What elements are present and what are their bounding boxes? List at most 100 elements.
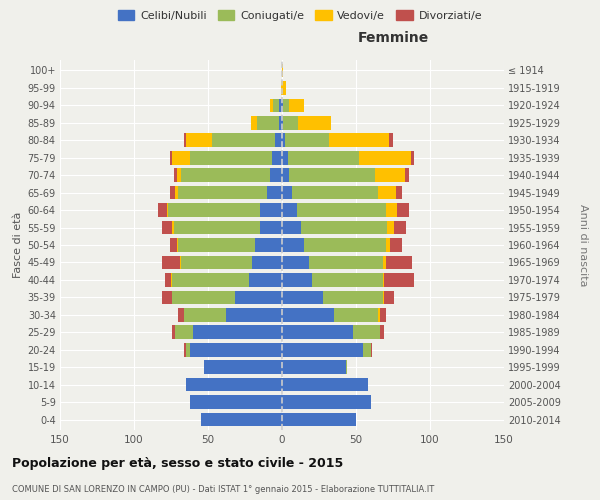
Bar bbox=[162, 220, 172, 234]
Bar bbox=[301, 220, 387, 234]
Bar bbox=[177, 238, 178, 252]
Bar bbox=[184, 343, 186, 356]
Bar bbox=[405, 168, 409, 182]
Legend: Celibi/Nubili, Coniugati/e, Vedovi/e, Divorziati/e: Celibi/Nubili, Coniugati/e, Vedovi/e, Di… bbox=[113, 6, 487, 25]
Bar bbox=[184, 134, 186, 147]
Bar bbox=[282, 273, 311, 286]
Bar bbox=[158, 204, 167, 217]
Bar bbox=[203, 360, 282, 374]
Bar bbox=[172, 290, 235, 304]
Bar bbox=[394, 220, 406, 234]
Bar bbox=[282, 151, 288, 164]
Bar bbox=[384, 273, 414, 286]
Bar bbox=[397, 204, 409, 217]
Bar bbox=[282, 186, 292, 200]
Bar bbox=[386, 204, 397, 217]
Bar bbox=[190, 396, 282, 409]
Bar bbox=[172, 326, 175, 339]
Bar bbox=[396, 186, 402, 200]
Bar bbox=[364, 343, 371, 356]
Bar bbox=[190, 343, 282, 356]
Bar bbox=[251, 116, 257, 130]
Bar bbox=[282, 116, 283, 130]
Bar bbox=[226, 308, 282, 322]
Bar bbox=[375, 168, 405, 182]
Bar bbox=[353, 326, 380, 339]
Bar bbox=[283, 116, 298, 130]
Bar bbox=[172, 220, 174, 234]
Bar bbox=[346, 360, 347, 374]
Bar bbox=[389, 134, 393, 147]
Bar bbox=[279, 98, 282, 112]
Bar bbox=[282, 220, 301, 234]
Bar bbox=[383, 256, 386, 270]
Bar bbox=[260, 220, 282, 234]
Bar bbox=[282, 378, 368, 392]
Bar bbox=[235, 290, 282, 304]
Y-axis label: Anni di nascita: Anni di nascita bbox=[578, 204, 588, 286]
Bar bbox=[289, 168, 375, 182]
Bar bbox=[386, 238, 390, 252]
Bar bbox=[175, 326, 193, 339]
Y-axis label: Fasce di età: Fasce di età bbox=[13, 212, 23, 278]
Bar bbox=[282, 98, 283, 112]
Bar bbox=[253, 256, 282, 270]
Bar bbox=[175, 186, 178, 200]
Bar bbox=[282, 238, 304, 252]
Bar bbox=[292, 186, 378, 200]
Bar bbox=[250, 273, 282, 286]
Bar bbox=[282, 204, 297, 217]
Bar bbox=[282, 290, 323, 304]
Bar bbox=[383, 273, 384, 286]
Text: COMUNE DI SAN LORENZO IN CAMPO (PU) - Dati ISTAT 1° gennaio 2015 - Elaborazione : COMUNE DI SAN LORENZO IN CAMPO (PU) - Da… bbox=[12, 485, 434, 494]
Bar bbox=[359, 151, 411, 164]
Bar bbox=[178, 186, 267, 200]
Bar bbox=[172, 273, 250, 286]
Bar bbox=[297, 204, 386, 217]
Bar bbox=[212, 134, 275, 147]
Bar bbox=[282, 396, 371, 409]
Bar bbox=[178, 238, 256, 252]
Bar bbox=[260, 204, 282, 217]
Bar bbox=[170, 186, 175, 200]
Bar bbox=[162, 256, 180, 270]
Bar bbox=[282, 360, 346, 374]
Bar bbox=[193, 326, 282, 339]
Bar bbox=[380, 326, 384, 339]
Bar bbox=[273, 98, 279, 112]
Bar bbox=[288, 151, 359, 164]
Bar bbox=[181, 168, 270, 182]
Bar bbox=[380, 308, 386, 322]
Bar bbox=[172, 151, 190, 164]
Bar bbox=[171, 273, 172, 286]
Bar bbox=[282, 308, 334, 322]
Bar bbox=[279, 116, 282, 130]
Bar bbox=[270, 98, 273, 112]
Bar bbox=[386, 256, 412, 270]
Bar bbox=[256, 238, 282, 252]
Bar bbox=[177, 168, 181, 182]
Bar bbox=[390, 238, 402, 252]
Bar bbox=[387, 220, 394, 234]
Bar bbox=[275, 134, 282, 147]
Bar bbox=[257, 116, 279, 130]
Bar bbox=[282, 256, 308, 270]
Bar bbox=[167, 204, 168, 217]
Text: Popolazione per età, sesso e stato civile - 2015: Popolazione per età, sesso e stato civil… bbox=[12, 458, 343, 470]
Bar bbox=[178, 308, 184, 322]
Bar bbox=[411, 151, 414, 164]
Bar bbox=[186, 343, 190, 356]
Bar bbox=[165, 273, 171, 286]
Bar bbox=[181, 256, 253, 270]
Bar bbox=[384, 290, 394, 304]
Bar bbox=[371, 343, 372, 356]
Bar bbox=[378, 308, 380, 322]
Bar bbox=[323, 290, 383, 304]
Bar bbox=[308, 256, 383, 270]
Bar bbox=[170, 238, 177, 252]
Bar bbox=[383, 290, 384, 304]
Bar bbox=[283, 98, 289, 112]
Bar bbox=[190, 151, 272, 164]
Bar bbox=[282, 81, 286, 94]
Bar bbox=[289, 98, 304, 112]
